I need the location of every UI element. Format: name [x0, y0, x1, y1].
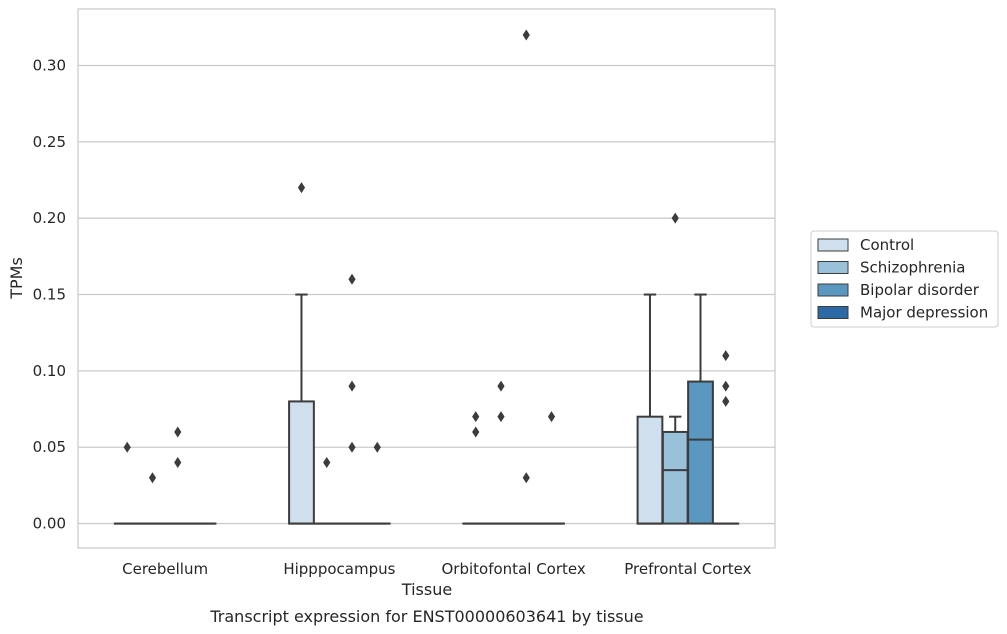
y-axis-label: TPMs	[7, 257, 26, 300]
plot-frame	[77, 8, 776, 549]
box-group	[363, 441, 391, 525]
outlier-point	[472, 426, 480, 438]
box-group	[687, 293, 714, 525]
legend-label: Major depression	[860, 304, 988, 322]
outlier-point	[722, 380, 730, 392]
outlier-point	[323, 456, 331, 468]
outlier-point	[722, 395, 730, 407]
outlier-point	[497, 411, 505, 423]
box-group	[636, 293, 664, 525]
y-tick-label: 0.15	[33, 286, 66, 304]
legend-label: Schizophrenia	[860, 259, 965, 277]
outlier-point	[472, 411, 480, 423]
y-tick-label: 0.00	[33, 515, 66, 533]
box	[661, 430, 689, 525]
y-tick-label: 0.10	[33, 362, 66, 380]
y-axis-ticks: 0.00 0.05 0.10 0.15 0.20 0.25 0.30	[33, 56, 66, 532]
outlier-point	[547, 411, 556, 423]
outlier-point	[123, 441, 131, 453]
outlier-point	[348, 273, 356, 285]
y-tick-label: 0.25	[33, 133, 66, 151]
outlier-point	[174, 426, 182, 438]
legend-swatch	[817, 283, 849, 297]
legend-swatch	[817, 306, 849, 319]
outlier-point	[148, 472, 157, 484]
outlier-point	[722, 350, 730, 362]
box-group	[712, 350, 740, 525]
y-tick-label: 0.20	[33, 209, 66, 227]
y-tick-label: 0.30	[33, 56, 66, 74]
legend: Control Schizophrenia Bipolar disorder Majo…	[810, 230, 999, 328]
box-group	[338, 273, 366, 525]
legend-frame	[810, 230, 999, 328]
outlier-point	[373, 441, 381, 453]
legend-swatch	[817, 261, 849, 274]
x-axis-label: Tissue	[401, 580, 452, 599]
y-tick-label: 0.05	[33, 438, 66, 456]
outlier-point	[348, 441, 356, 453]
box-group	[113, 441, 141, 525]
outlier-point	[297, 182, 306, 194]
x-tick-label: Hipppocampus	[283, 560, 395, 578]
box	[687, 380, 714, 525]
box	[636, 415, 664, 525]
outlier-point	[174, 456, 182, 468]
x-axis-ticks: Cerebellum Hipppocampus Orbitofontal Corte…	[122, 560, 751, 578]
x-tick-label: Cerebellum	[122, 560, 208, 578]
outlier-point	[348, 380, 356, 392]
outlier-point	[522, 472, 530, 484]
box-group	[288, 182, 315, 525]
legend-label: Control	[860, 236, 914, 254]
x-tick-label: Prefrontal Cortex	[624, 560, 751, 578]
chart-caption: Transcript expression for ENST0000060364…	[209, 607, 643, 626]
box-group	[538, 411, 565, 525]
box	[288, 400, 315, 525]
legend-swatch	[817, 238, 849, 252]
box-group	[661, 212, 689, 525]
outlier-point	[671, 212, 679, 224]
legend-label: Bipolar disorder	[860, 281, 980, 299]
box-plots	[113, 29, 740, 525]
x-tick-label: Orbitofontal Cortex	[442, 560, 586, 578]
outlier-point	[497, 380, 505, 392]
outlier-point	[522, 29, 530, 41]
